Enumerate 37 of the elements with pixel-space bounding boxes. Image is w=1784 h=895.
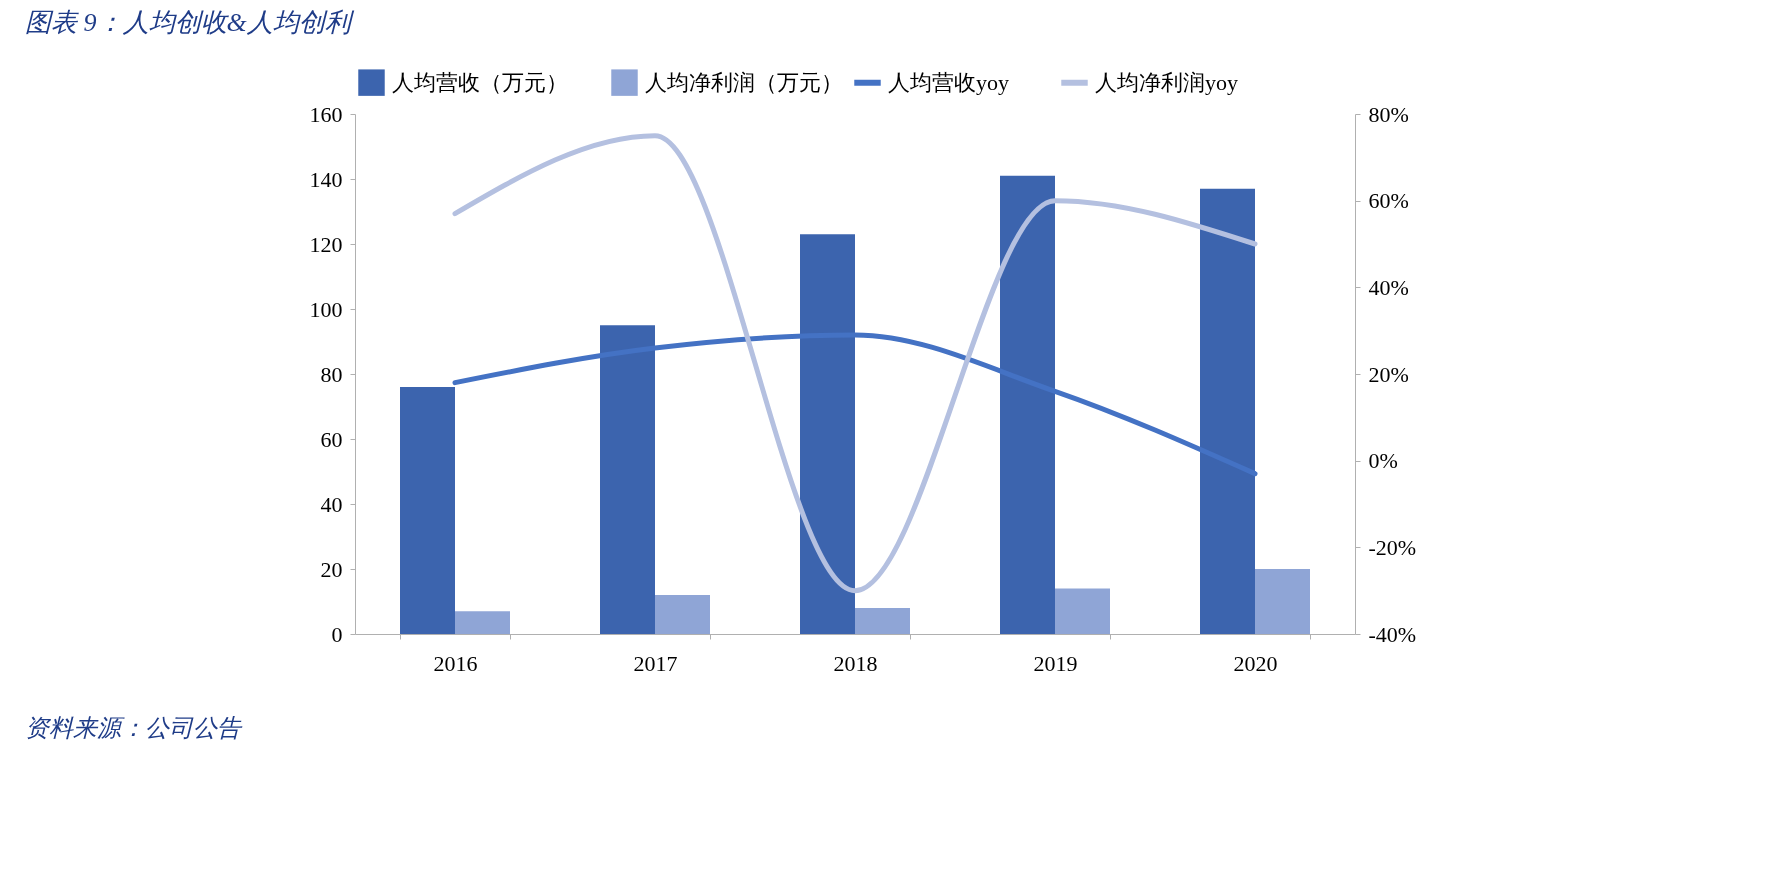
y-tick-label: 80 [320, 361, 343, 387]
bar [655, 595, 710, 634]
bar [1000, 175, 1055, 634]
bar [800, 234, 855, 634]
y2-tick-label: -20% [1368, 534, 1417, 560]
x-tick-label: 2019 [1033, 650, 1078, 676]
y-tick-label: 140 [309, 166, 343, 192]
legend-label: 人均净利润（万元） [645, 69, 843, 95]
y-tick-label: 100 [309, 296, 343, 322]
bar [400, 387, 455, 634]
x-tick-label: 2018 [833, 650, 878, 676]
y2-tick-label: -40% [1368, 621, 1417, 647]
bar [600, 325, 655, 634]
x-tick-label: 2017 [633, 650, 678, 676]
x-tick-label: 2016 [433, 650, 478, 676]
legend-label: 人均营收（万元） [392, 69, 568, 95]
y-tick-label: 40 [320, 491, 343, 517]
bar [1255, 569, 1310, 634]
legend-label: 人均净利润yoy [1095, 69, 1238, 95]
bar [455, 611, 510, 634]
bar [1055, 588, 1110, 634]
legend-label: 人均营收yoy [888, 69, 1009, 95]
text: 资料来源：公司公告 [25, 715, 243, 741]
y-tick-label: 20 [320, 556, 343, 582]
y-tick-label: 120 [309, 231, 343, 257]
y2-tick-label: 40% [1368, 274, 1409, 300]
y2-tick-label: 60% [1368, 188, 1409, 214]
y2-tick-label: 0% [1368, 448, 1398, 474]
y-tick-label: 0 [331, 621, 343, 647]
bar [855, 608, 910, 634]
y2-tick-label: 20% [1368, 361, 1409, 387]
x-tick-label: 2020 [1233, 650, 1278, 676]
y-tick-label: 160 [309, 101, 343, 127]
y-tick-label: 60 [320, 426, 343, 452]
bar [1200, 188, 1255, 634]
chart-title: 图表 9：人均创收&人均创利 [25, 8, 355, 37]
y2-tick-label: 80% [1368, 101, 1409, 127]
